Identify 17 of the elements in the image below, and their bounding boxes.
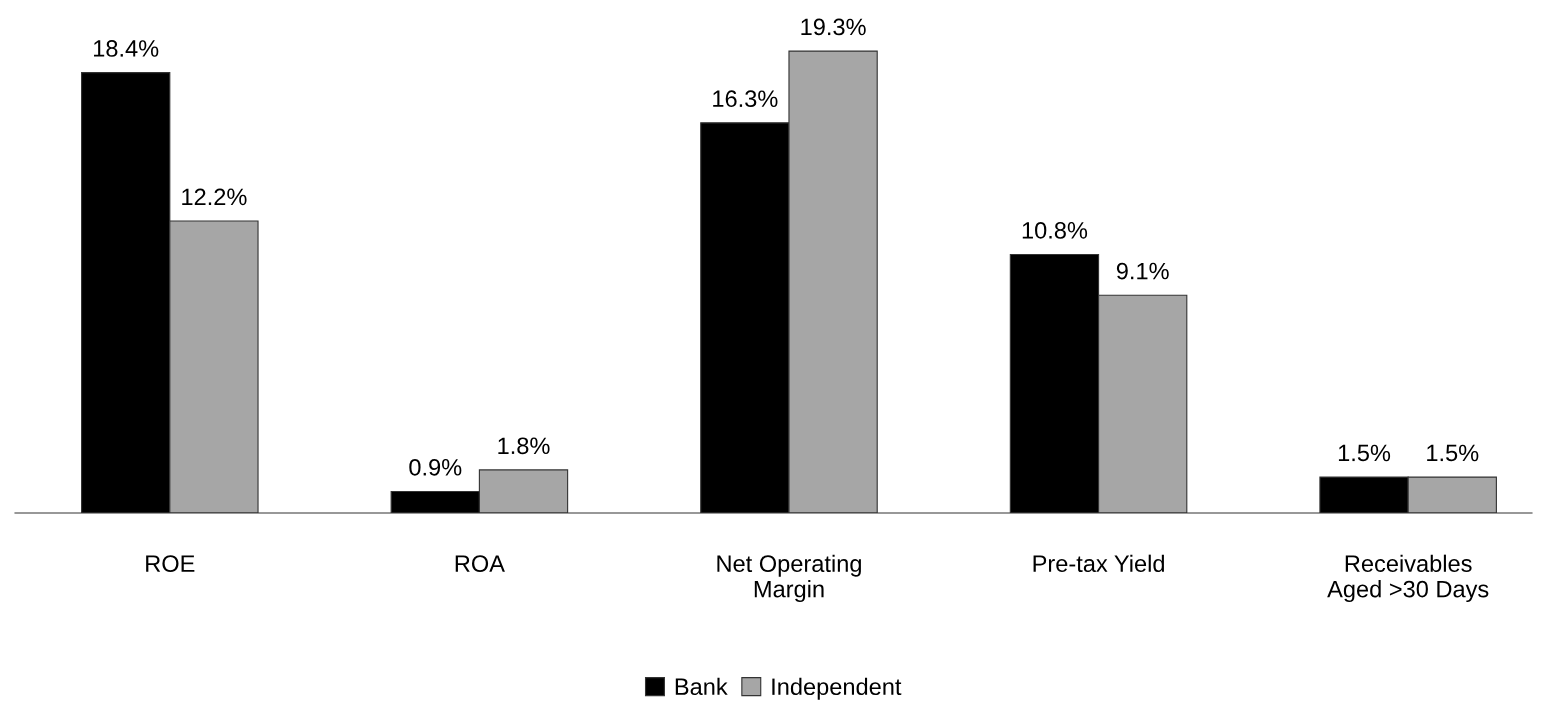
x-tick-label: Receivables Aged >30 Days (1327, 554, 1489, 603)
x-tick-label: Pre-tax Yield (1033, 554, 1164, 572)
legend-label: Independent (772, 677, 902, 700)
data-label: 18.4% (94, 40, 159, 57)
legend-label: Bank (675, 677, 728, 696)
data-label: 9.1% (1116, 262, 1169, 280)
data-label: 1.5% (1427, 444, 1479, 462)
data-label: 19.3% (801, 18, 866, 36)
x-tick-label: ROE (146, 555, 195, 572)
data-label: 1.5% (1338, 444, 1391, 462)
x-tick-label: ROA (455, 555, 505, 572)
data-label: 1.8% (498, 437, 550, 455)
x-tick-label: Net Operating Margin (717, 554, 861, 603)
data-label: 16.3% (713, 90, 778, 108)
data-label: 12.2% (182, 188, 247, 206)
data-label: 10.8% (1022, 222, 1088, 239)
data-label: 0.9% (409, 458, 462, 476)
